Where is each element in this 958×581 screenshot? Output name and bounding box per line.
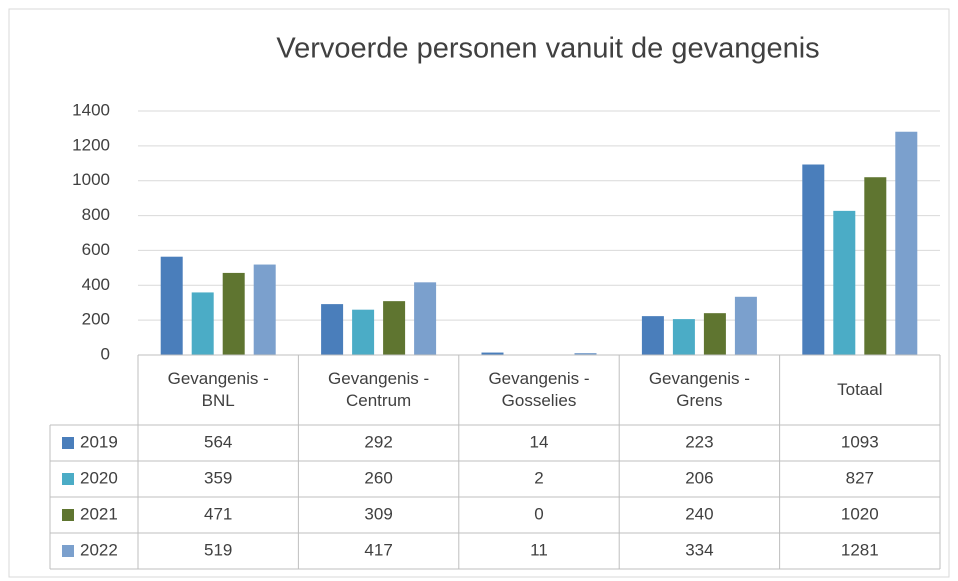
table-value: 14 [530,432,549,451]
bar [734,296,757,355]
legend-label: 2020 [80,468,118,487]
bar [574,353,597,355]
y-tick-label: 0 [101,344,110,363]
legend-swatch [62,509,74,521]
table-value: 1093 [841,432,879,451]
bar [383,301,406,355]
y-tick-label: 1200 [72,135,110,154]
table-value: 1020 [841,504,879,523]
bar [160,256,183,355]
bar [191,292,214,355]
x-tick-label: Gevangenis - BNL [167,369,269,410]
x-tick-label: Gevangenis - Centrum [328,369,430,410]
table-value: 240 [685,504,713,523]
table-value: 309 [364,504,392,523]
y-tick-label: 800 [82,205,110,224]
bar [864,177,887,355]
table-value: 359 [204,468,232,487]
table-value: 0 [534,504,543,523]
table-value: 827 [846,468,874,487]
x-tick-label: Gevangenis - Gosselies [488,369,590,410]
table-value: 471 [204,504,232,523]
table-value: 292 [364,432,392,451]
legend-label: 2021 [80,504,118,523]
y-tick-label: 1400 [72,100,110,119]
bar [833,210,856,355]
table-value: 564 [204,432,232,451]
table-value: 1281 [841,540,879,559]
bar [222,272,245,355]
chart-title: Vervoerde personen vanuit de gevangenis [276,33,819,65]
x-tick-label: Gevangenis - Grens [648,369,750,410]
y-tick-label: 400 [82,275,110,294]
legend-swatch [62,473,74,485]
y-tick-label: 1000 [72,170,110,189]
table-value: 417 [364,540,392,559]
table-value: 260 [364,468,392,487]
bar [802,164,825,355]
table-value: 2 [534,468,543,487]
table-value: 519 [204,540,232,559]
bar [481,352,504,355]
y-tick-label: 600 [82,240,110,259]
table-value: 11 [530,540,548,559]
table-value: 223 [685,432,713,451]
legend-label: 2019 [80,432,118,451]
bar [641,316,664,355]
bar [414,282,437,355]
x-tick-label: Totaal [837,380,883,399]
bar [703,313,726,355]
legend-label: 2022 [80,540,118,559]
bar [321,304,344,355]
bar [253,264,276,355]
bar [672,319,695,355]
table-value: 206 [685,468,713,487]
bar [352,309,375,355]
bar [895,131,918,355]
table-value: 334 [685,540,713,559]
y-tick-label: 200 [82,310,110,329]
legend-swatch [62,437,74,449]
legend-swatch [62,545,74,557]
